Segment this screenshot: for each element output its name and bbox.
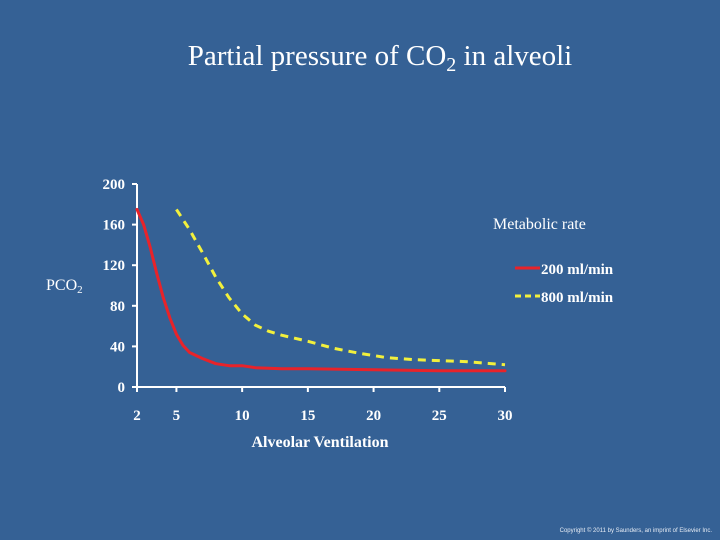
x-tick-label: 25	[432, 408, 447, 424]
x-tick-label: 10	[235, 408, 250, 424]
y-tick-label: 160	[103, 218, 126, 234]
x-tick-label: 2	[133, 408, 141, 424]
x-tick-label: 30	[498, 408, 513, 424]
x-axis-title: Alveolar Ventilation	[251, 434, 388, 451]
series-line-800-ml-min	[175, 208, 506, 367]
copyright-notice: Copyright © 2011 by Saunders, an imprint…	[559, 528, 712, 534]
x-tick-label: 20	[366, 408, 381, 424]
series-line-200-ml-min	[135, 207, 507, 373]
y-tick-label: 40	[110, 339, 125, 355]
x-tick-label: 5	[173, 408, 181, 424]
y-tick-label: 120	[103, 258, 126, 274]
y-tick-label: 80	[110, 299, 125, 315]
chart-title: Partial pressure of CO2 in alveoli	[187, 40, 573, 76]
y-tick-label: 0	[118, 380, 126, 396]
legend-title: Metabolic rate	[493, 216, 586, 233]
legend-label: 200 ml/min	[541, 262, 614, 278]
y-tick-label: 200	[103, 177, 126, 193]
y-axis-label: PCO2	[46, 277, 83, 296]
x-tick-label: 15	[300, 408, 315, 424]
legend-label: 800 ml/min	[541, 290, 614, 306]
